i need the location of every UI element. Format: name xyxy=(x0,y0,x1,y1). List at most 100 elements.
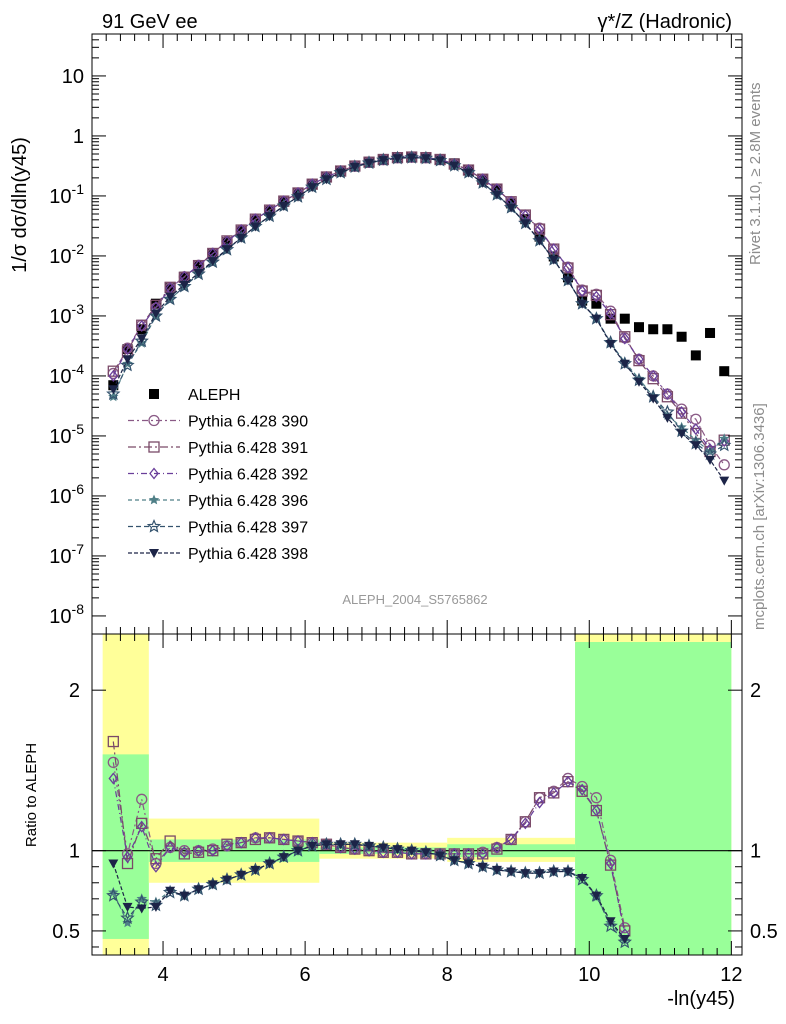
ratio-point-p392-3 xyxy=(151,860,161,873)
ratio-ytick-label-left: 0.5 xyxy=(52,921,80,943)
main-point-p392-38 xyxy=(648,369,659,382)
ratio-point-p397-35 xyxy=(603,918,618,933)
main-series-layer xyxy=(106,150,732,486)
main-point-p398-43 xyxy=(719,476,730,486)
main-point-p398-39 xyxy=(662,413,673,423)
ratio-point-p391-6 xyxy=(192,846,205,858)
ratio-point-p390-0 xyxy=(107,756,119,769)
main-point-p397-4 xyxy=(162,291,178,306)
main-y-axis-label: 1/σ dσ/dln(y45) xyxy=(9,137,31,273)
ratio-point-p392-29 xyxy=(520,817,531,830)
ratio-point-p391-27 xyxy=(491,843,503,855)
ratio-point-p392-26 xyxy=(477,847,488,860)
ratio-point-p398-33 xyxy=(577,873,588,883)
main-point-p392-40 xyxy=(676,406,687,419)
ratio-point-p398-14 xyxy=(307,841,318,851)
ratio-point-p398-18 xyxy=(364,841,375,851)
main-plot-area xyxy=(92,34,742,634)
ratio-point-p392-27 xyxy=(492,841,502,854)
legend-entry-p398: Pythia 6.428 398 xyxy=(128,546,308,563)
main-point-p392-42 xyxy=(705,443,715,456)
main-point-p398-21 xyxy=(406,153,417,163)
header-right: γ*/Z (Hadronic) xyxy=(598,11,732,33)
main-ytick-base: 10 xyxy=(49,186,71,208)
ratio-point-p392-0 xyxy=(108,772,119,785)
rivet-version-label: Rivet 3.1.10, ≥ 2.8M events xyxy=(747,83,764,266)
main-point-p398-18 xyxy=(364,158,375,168)
ratio-point-p398-30 xyxy=(534,869,545,879)
main-point-p391-37 xyxy=(633,354,645,367)
ratio-ytick-label-right: 2 xyxy=(750,680,761,702)
ratio-point-p398-25 xyxy=(463,859,474,869)
ratio-series-p398 xyxy=(108,840,630,944)
legend-entry-p392: Pythia 6.428 392 xyxy=(128,467,308,484)
main-point-p396-42 xyxy=(704,446,716,456)
main-point-p398-10 xyxy=(250,222,261,232)
main-ytick-label: 1 xyxy=(73,126,84,148)
main-point-p398-26 xyxy=(477,178,488,188)
main-point-p398-6 xyxy=(193,268,204,278)
main-point-p398-20 xyxy=(392,154,403,164)
main-point-p398-35 xyxy=(605,340,616,350)
main-point-p392-36 xyxy=(619,332,630,345)
ratio-point-p398-23 xyxy=(435,851,446,861)
main-point-p398-15 xyxy=(321,175,332,185)
main-ytick-label: 10-7 xyxy=(49,541,84,568)
main-point-data-0 xyxy=(108,380,119,391)
main-series-p398 xyxy=(108,153,730,486)
ratio-ytick-label-right: 1 xyxy=(750,841,761,863)
ratio-point-p391-5 xyxy=(178,848,190,860)
main-point-data-38 xyxy=(648,324,659,335)
ratio-point-p398-29 xyxy=(520,869,531,879)
main-ytick-base: 10 xyxy=(49,366,71,388)
legend-marker-p392 xyxy=(149,467,159,480)
ratio-point-p392-30 xyxy=(534,796,545,809)
ratio-point-p396-2 xyxy=(136,893,147,904)
ratio-point-p398-24 xyxy=(449,856,460,866)
main-point-p391-34 xyxy=(590,289,603,302)
main-point-p398-12 xyxy=(278,201,289,211)
main-point-p398-1 xyxy=(122,355,133,365)
main-point-p397-0 xyxy=(106,386,121,401)
ratio-point-p398-16 xyxy=(335,840,346,850)
ratio-point-p398-15 xyxy=(321,840,332,850)
main-point-p392-41 xyxy=(690,423,701,436)
ratio-series-layer xyxy=(106,735,632,949)
main-point-p391-39 xyxy=(661,391,674,403)
main-point-p398-24 xyxy=(449,161,460,171)
legend-label: Pythia 6.428 392 xyxy=(188,467,308,484)
main-point-p398-33 xyxy=(577,299,588,309)
main-point-p397-1 xyxy=(120,357,135,372)
ratio-point-p392-2 xyxy=(136,820,147,833)
ratio-point-p398-3 xyxy=(150,902,161,912)
main-ytick-exponent: -6 xyxy=(72,481,85,497)
main-ytick-label: 10-4 xyxy=(49,361,84,388)
main-point-p392-0 xyxy=(108,369,119,382)
main-point-p398-2 xyxy=(136,334,147,344)
main-ytick-base: 10 xyxy=(49,246,71,268)
main-point-p398-36 xyxy=(619,359,630,369)
main-point-p391-36 xyxy=(619,331,631,343)
main-ytick-base: 10 xyxy=(49,546,71,568)
main-ytick-label: 10-8 xyxy=(49,601,84,628)
main-point-p398-3 xyxy=(150,309,161,319)
main-point-p398-4 xyxy=(165,292,176,302)
ratio-point-p392-10 xyxy=(250,831,261,844)
main-point-p398-8 xyxy=(221,245,232,255)
ratio-point-p392-33 xyxy=(577,783,587,796)
legend-label: Pythia 6.428 396 xyxy=(188,493,308,510)
main-point-p398-14 xyxy=(307,183,318,193)
main-ytick-exponent: -8 xyxy=(72,601,85,617)
ratio-point-p398-9 xyxy=(236,870,247,880)
ratio-point-p392-35 xyxy=(605,857,616,870)
main-point-p392-2 xyxy=(136,319,147,333)
main-point-p398-42 xyxy=(705,455,716,465)
ratio-point-p392-28 xyxy=(506,833,516,846)
ratio-point-p392-34 xyxy=(591,804,602,817)
ratio-point-p398-11 xyxy=(264,859,275,869)
main-point-p398-22 xyxy=(420,154,431,164)
ratio-point-p398-6 xyxy=(193,885,204,895)
main-point-p392-37 xyxy=(634,353,644,366)
main-ytick-exponent: -7 xyxy=(72,541,85,557)
